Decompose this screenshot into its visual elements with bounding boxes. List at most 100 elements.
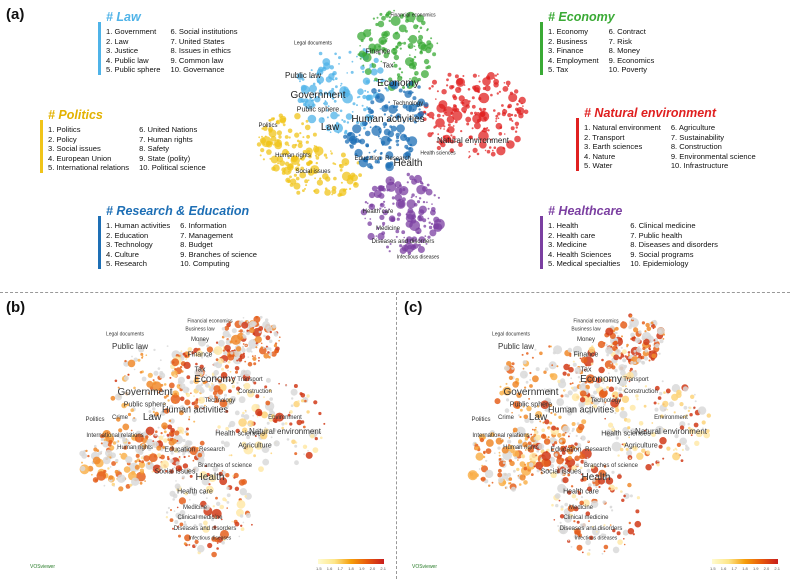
network-node — [259, 137, 266, 144]
network-node — [313, 145, 316, 147]
network-node — [319, 177, 322, 180]
network-node — [367, 107, 371, 111]
overlay-node — [242, 330, 245, 333]
network-node — [335, 85, 338, 89]
overlay-node — [474, 442, 477, 445]
overlay-node — [527, 441, 532, 446]
overlay-node — [563, 363, 570, 371]
overlay-node — [480, 477, 483, 480]
overlay-node — [215, 398, 220, 403]
map-a-label: Public sphere — [296, 106, 340, 114]
overlay-node — [511, 367, 514, 370]
overlay-node — [595, 530, 598, 533]
overlay-node — [174, 520, 179, 524]
legend-item: 4. European Union — [48, 153, 112, 163]
network-node — [407, 92, 410, 95]
network-node — [399, 184, 402, 188]
overlay-node — [94, 478, 98, 482]
overlay-node — [180, 350, 183, 353]
overlay-node — [157, 426, 160, 429]
overlay-node — [224, 360, 226, 363]
network-map-a[interactable]: Government Law Economy Human activities Natu… — [248, 4, 560, 286]
overlay-node — [548, 345, 551, 348]
overlay-node — [219, 399, 228, 408]
network-node — [394, 193, 403, 202]
overlay-node — [98, 451, 102, 456]
network-node — [478, 107, 482, 111]
overlay-node — [518, 439, 523, 444]
overlay-node — [618, 399, 621, 403]
overlay-node — [228, 527, 231, 530]
overlay-node — [522, 367, 525, 370]
overlay-node — [536, 431, 539, 433]
overlay-node — [561, 458, 565, 462]
overlay-label: Education — [164, 446, 196, 454]
overlay-node — [215, 496, 218, 500]
network-node — [515, 126, 518, 129]
network-node — [332, 162, 335, 165]
legend-item: 7. Management — [180, 230, 233, 240]
network-node — [495, 114, 499, 118]
overlay-node — [629, 314, 632, 317]
overlay-node — [179, 405, 185, 410]
network-node — [436, 90, 439, 93]
network-node — [324, 91, 328, 95]
overlay-node — [199, 364, 204, 369]
overlay-node — [611, 427, 616, 432]
network-node — [282, 123, 286, 127]
network-node — [510, 113, 514, 117]
network-node — [391, 47, 398, 55]
overlay-node — [543, 388, 546, 391]
overlay-node — [518, 483, 522, 486]
overlay-node — [220, 529, 229, 539]
overlay-node — [306, 410, 310, 414]
network-node — [284, 161, 290, 166]
overlay-node — [675, 449, 678, 451]
network-node — [325, 124, 330, 129]
overlay-node — [601, 399, 606, 404]
color-scale-c — [712, 559, 778, 564]
overlay-node — [214, 537, 220, 543]
overlay-label: Legal documents — [491, 331, 531, 338]
overlay-node — [606, 353, 609, 357]
overlay-node — [568, 364, 571, 367]
overlay-node — [159, 372, 166, 379]
network-node — [310, 165, 320, 175]
network-node — [407, 207, 414, 214]
overlay-node — [169, 518, 174, 522]
color-scale-ticks-c: 1.5 1.6 1.7 1.8 1.9 2.0 2.1 — [710, 566, 780, 571]
network-node — [495, 117, 498, 120]
overlay-node — [502, 480, 507, 485]
network-node — [270, 155, 279, 164]
network-node — [408, 117, 412, 121]
network-node — [462, 75, 465, 77]
overlay-node — [133, 357, 138, 362]
overlay-node — [147, 392, 150, 395]
network-node — [409, 78, 411, 80]
overlay-node — [638, 421, 644, 426]
network-node — [358, 134, 361, 137]
overlay-node — [636, 398, 639, 401]
overlay-node — [498, 434, 500, 437]
network-node — [438, 220, 442, 223]
overlay-node — [579, 466, 583, 470]
network-node — [508, 93, 518, 103]
network-node — [417, 243, 421, 247]
overlay-node — [481, 464, 484, 467]
overlay-node — [239, 353, 246, 359]
network-node — [458, 95, 465, 102]
overlay-node — [141, 460, 145, 464]
network-node — [426, 201, 428, 204]
overlay-map-b[interactable]: Government Law Economy Human activities Natu… — [40, 300, 396, 562]
network-node — [432, 52, 437, 57]
map-a-label: Government — [290, 90, 346, 101]
overlay-map-c[interactable]: Government Law Economy Human activities Natu… — [426, 300, 782, 562]
overlay-node — [655, 425, 664, 435]
network-node — [371, 185, 378, 192]
overlay-node — [638, 353, 642, 357]
legend-item: 4. Nature — [584, 151, 616, 161]
overlay-node — [226, 486, 230, 490]
overlay-node — [171, 369, 174, 372]
network-node — [491, 149, 494, 152]
overlay-node — [556, 365, 559, 368]
